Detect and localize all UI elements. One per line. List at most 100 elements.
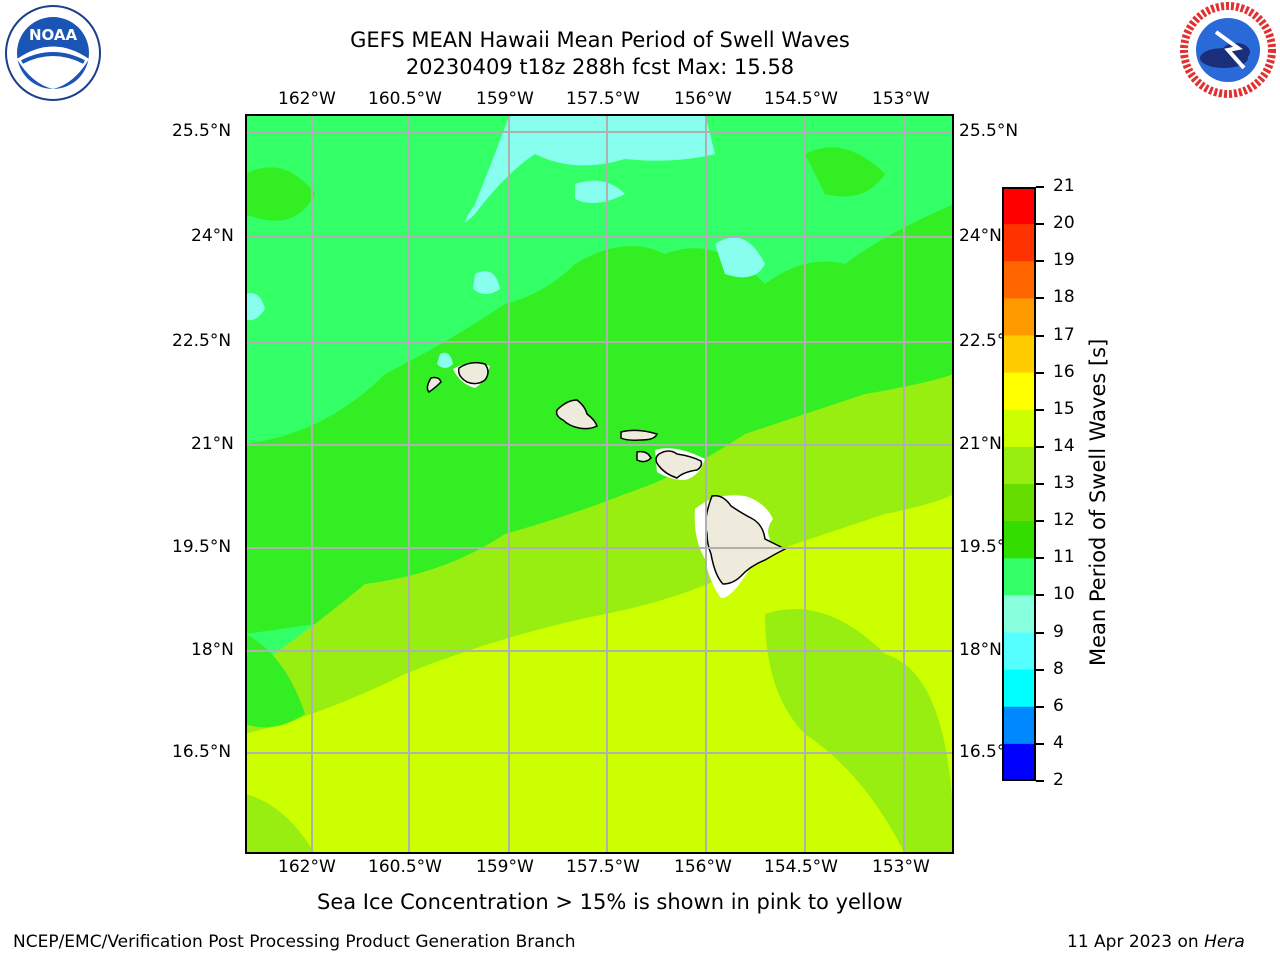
map-frame <box>245 114 954 854</box>
colorbar-tick-mark <box>1036 334 1044 337</box>
lon-tick-label: 153°W <box>872 89 930 109</box>
lon-tick-label: 157.5°W <box>566 857 640 877</box>
lat-tick-label: 18°N <box>959 640 1002 660</box>
island-lanai <box>636 450 652 463</box>
field-band-11 <box>805 147 885 197</box>
colorbar-tick-mark <box>1036 445 1044 448</box>
colorbar-tick-mark <box>1036 297 1044 300</box>
colorbar-tick-label: 6 <box>1053 695 1064 716</box>
island-maui <box>655 450 703 479</box>
lon-tick-label: 160.5°W <box>368 89 442 109</box>
colorbar-tick-label: 20 <box>1053 213 1075 234</box>
colorbar-tick-label: 21 <box>1053 176 1075 196</box>
graticule <box>245 114 954 854</box>
lon-tick-label: 154.5°W <box>764 857 838 877</box>
colorbar-tick-mark <box>1036 631 1044 634</box>
colorbar-tick-mark <box>1036 483 1044 485</box>
colorbar-tick-label: 12 <box>1053 510 1075 531</box>
colorbar-tick-mark <box>1036 557 1044 560</box>
island-oahu <box>555 399 598 430</box>
lon-tick-label: 159°W <box>476 857 534 877</box>
colorbar-tick-label: 9 <box>1053 621 1064 642</box>
colorbar-tick-mark <box>1036 223 1044 226</box>
map-panel <box>245 114 954 854</box>
colorbar-tick-label: 16 <box>1053 361 1075 382</box>
colorbar-tick-mark <box>1036 371 1044 374</box>
lon-tick-label: 154.5°W <box>764 89 838 109</box>
lon-tick-label: 157.5°W <box>566 89 640 109</box>
colorbar-swatch <box>1002 409 1036 448</box>
field-band-10 <box>245 293 265 321</box>
colorbar-swatch <box>1002 335 1036 374</box>
field-band-13 <box>245 794 315 854</box>
colorbar-swatch <box>1002 595 1036 634</box>
footer-date-text: 11 Apr 2023 on <box>1067 932 1205 952</box>
footer-credit: NCEP/EMC/Verification Post Processing Pr… <box>13 932 576 952</box>
field-band-10 <box>465 114 715 222</box>
lon-tick-label: 159°W <box>476 89 534 109</box>
colorbar-tick-label: 13 <box>1053 473 1075 493</box>
lon-tick-label: 162°W <box>278 89 336 109</box>
lat-tick-label: 18°N <box>191 640 234 660</box>
lat-tick-label: 24°N <box>191 226 234 246</box>
colorbar-swatch <box>1002 224 1036 262</box>
colorbar-frame <box>1002 187 1036 781</box>
colorbar-tick-label: 4 <box>1053 732 1064 753</box>
colorbar-tick-mark <box>1036 742 1044 745</box>
chart-title-line1: GEFS MEAN Hawaii Mean Period of Swell Wa… <box>350 28 850 52</box>
island-kauai <box>457 361 489 385</box>
island-molokai <box>620 429 658 441</box>
colorbar-tick-label: 17 <box>1053 324 1075 345</box>
lon-tick-label: 160.5°W <box>368 857 442 877</box>
colorbar-swatches <box>1002 187 1036 782</box>
lat-tick-label: 24°N <box>959 226 1002 246</box>
lat-tick-label: 25.5°N <box>959 121 1019 141</box>
lat-tick-label: 21°N <box>959 434 1002 454</box>
colorbar-tick-mark <box>1036 705 1044 708</box>
lat-tick-label: 19.5°N <box>172 537 232 557</box>
colorbar-swatch <box>1002 187 1036 225</box>
svg-text:NOAA: NOAA <box>29 26 78 44</box>
colorbar-swatch <box>1002 706 1036 745</box>
field-band-10 <box>473 271 500 294</box>
colorbar-swatch <box>1002 632 1036 671</box>
field-band-10 <box>715 237 765 278</box>
colorbar-swatch <box>1002 743 1036 782</box>
footer-date: 11 Apr 2023 on Hera <box>1067 932 1245 952</box>
colorbar-tick-mark <box>1036 520 1044 523</box>
colorbar-tick-label: 10 <box>1053 584 1075 605</box>
lon-tick-label: 156°W <box>674 857 732 877</box>
colorbar-swatch <box>1002 484 1036 522</box>
colorbar-tick-label: 19 <box>1053 250 1075 271</box>
colorbar-swatch <box>1002 669 1036 708</box>
lat-tick-label: 22.5°N <box>172 331 232 351</box>
noaa-logo: NOAA <box>4 4 102 102</box>
colorbar-tick-mark <box>1036 260 1044 263</box>
lon-tick-label: 156°W <box>674 89 732 109</box>
map-caption: Sea Ice Concentration > 15% is shown in … <box>317 890 903 914</box>
field-band-13 <box>765 609 954 854</box>
field-band-11 <box>245 167 315 221</box>
footer-host: Hera <box>1204 932 1245 952</box>
colorbar-tick-mark <box>1036 668 1044 671</box>
colorbar-swatch <box>1002 446 1036 485</box>
colorbar-tick-label: 11 <box>1053 547 1075 568</box>
colorbar-tick-label: 18 <box>1053 287 1075 308</box>
colorbar-tick-label: 14 <box>1053 435 1075 456</box>
colorbar-tick-mark <box>1036 408 1044 411</box>
lat-tick-label: 21°N <box>191 434 234 454</box>
swell-period-map <box>245 114 954 854</box>
lat-tick-label: 16.5°N <box>172 742 232 762</box>
colorbar-tick-label: 8 <box>1053 658 1064 679</box>
colorbar-tick-mark <box>1036 594 1044 597</box>
colorbar <box>1002 187 1036 782</box>
colorbar-tick-label: 2 <box>1053 770 1064 790</box>
lon-tick-label: 162°W <box>278 857 336 877</box>
nws-logo <box>1180 2 1276 98</box>
field-band-10 <box>575 180 625 203</box>
lat-tick-label: 25.5°N <box>172 121 232 141</box>
field-band-11 <box>245 634 305 728</box>
island-niihau <box>426 376 442 393</box>
chart-title-line2: 20230409 t18z 288h fcst Max: 15.58 <box>405 55 795 79</box>
field-band-10 <box>437 352 453 368</box>
